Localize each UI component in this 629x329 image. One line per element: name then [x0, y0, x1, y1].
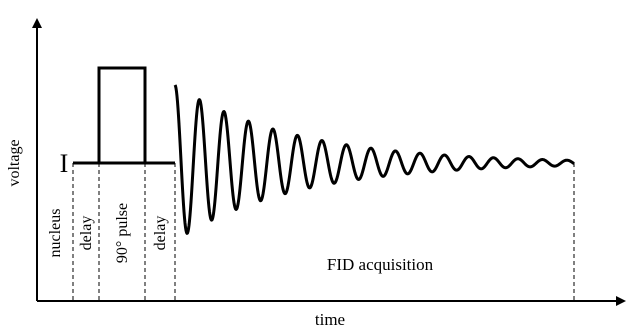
y-axis-label: voltage: [6, 139, 23, 186]
fid-signal: [173, 84, 575, 235]
segment-label-delay-1: delay: [78, 216, 95, 251]
nucleus-symbol: I: [60, 149, 69, 178]
x-axis-label: time: [315, 310, 345, 329]
segment-label-nucleus: nucleus: [47, 209, 64, 258]
segment-label-delay-2: delay: [152, 216, 169, 251]
rf-pulse: [97, 66, 147, 165]
segment-label-acquisition: FID acquisition: [327, 255, 434, 274]
segment-label-pulse: 90° pulse: [114, 203, 131, 263]
